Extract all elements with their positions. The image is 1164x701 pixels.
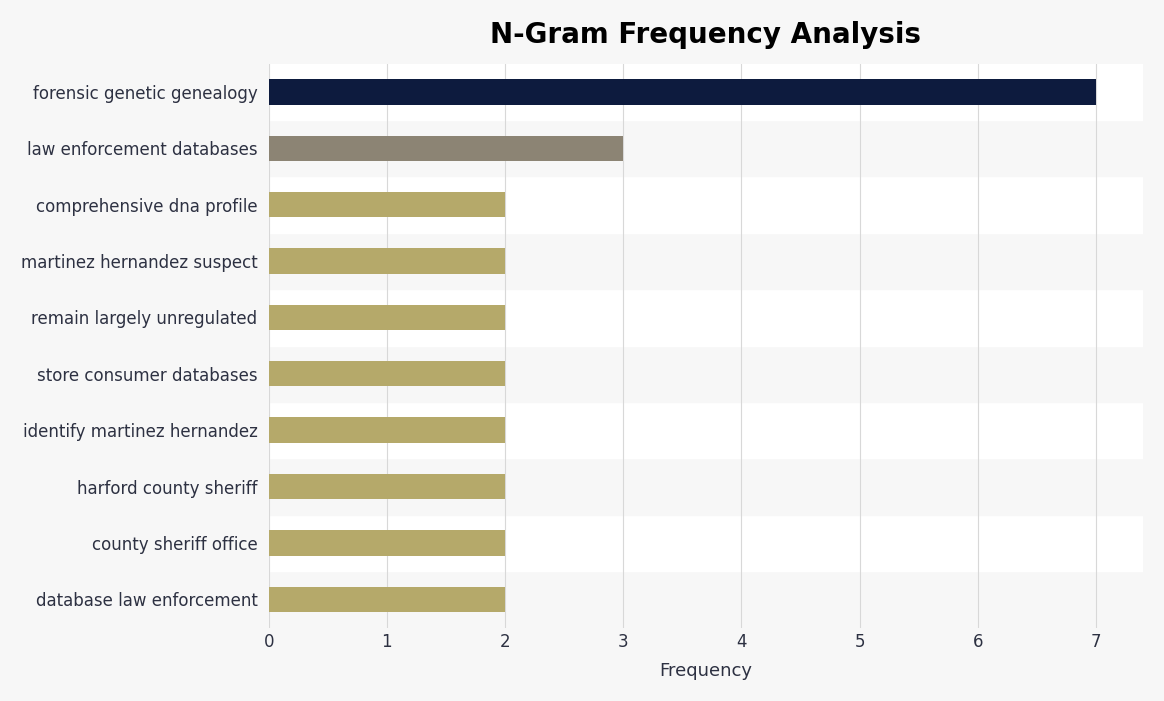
Bar: [269, 530, 505, 556]
Bar: [269, 515, 1143, 571]
Bar: [269, 418, 505, 443]
Bar: [269, 248, 505, 273]
Bar: [269, 79, 1095, 104]
Bar: [269, 402, 1143, 458]
Title: N-Gram Frequency Analysis: N-Gram Frequency Analysis: [490, 21, 922, 49]
Bar: [269, 135, 623, 161]
Bar: [269, 458, 1143, 515]
Bar: [269, 192, 505, 217]
Bar: [269, 177, 1143, 233]
Bar: [269, 571, 1143, 627]
Bar: [269, 233, 1143, 290]
Bar: [269, 587, 505, 612]
Bar: [269, 474, 505, 499]
Bar: [269, 290, 1143, 346]
X-axis label: Frequency: Frequency: [660, 662, 752, 680]
Bar: [269, 305, 505, 330]
Bar: [269, 64, 1143, 120]
Bar: [269, 346, 1143, 402]
Bar: [269, 361, 505, 386]
Bar: [269, 120, 1143, 177]
